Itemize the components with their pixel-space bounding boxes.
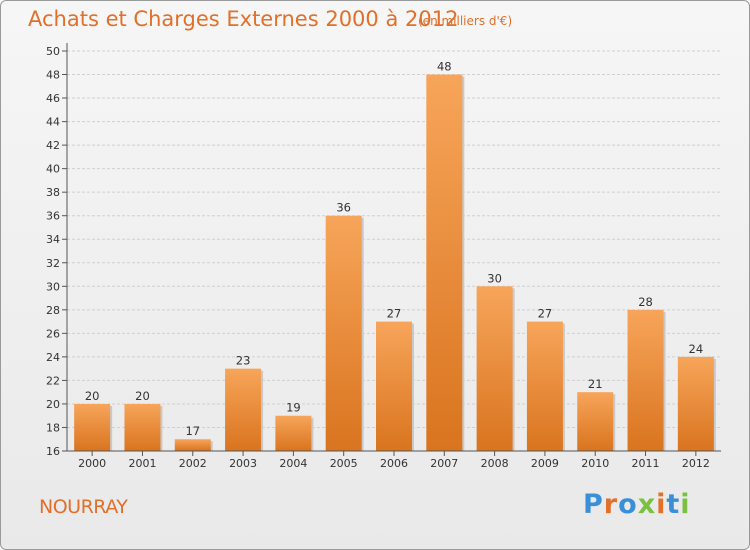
chart-title: Achats et Charges Externes 2000 à 2012	[28, 7, 459, 31]
bar-2010	[577, 392, 614, 451]
x-axis: 2000 2001 2002 2003 2004 2005 2006 2007 2008 2009…	[67, 450, 721, 470]
y-tick-label: 34	[46, 233, 60, 246]
proxiti-logo[interactable]: Proxiti	[583, 489, 691, 520]
x-tick-label: 2000	[78, 457, 106, 470]
bar-2012	[677, 356, 714, 451]
bar-2007	[426, 74, 463, 451]
x-tick-label: 2009	[531, 457, 559, 470]
bar-2003	[225, 368, 262, 451]
x-tick-label: 2005	[330, 457, 358, 470]
y-tick-label: 24	[46, 351, 60, 364]
bar-value-label: 17	[185, 424, 200, 438]
bar-value-label: 23	[236, 354, 251, 368]
bar-value-label: 20	[135, 389, 150, 403]
logo-letter: P	[583, 489, 604, 520]
bar-value-label: 30	[487, 271, 502, 285]
y-tick-label: 38	[46, 186, 60, 199]
x-tick-label: 2006	[380, 457, 408, 470]
y-tick-label: 40	[46, 163, 60, 176]
logo-letter: x	[637, 489, 657, 520]
y-tick-label: 28	[46, 304, 60, 317]
bar-value-label: 19	[286, 401, 301, 415]
y-axis: 16 18 20 22 24 26 28 30 32 34 36 38 40 42 44 46 48 50	[46, 43, 68, 458]
x-tick-label: 2002	[179, 457, 207, 470]
bar-2002	[174, 439, 211, 451]
y-tick-label: 22	[46, 374, 60, 387]
bar-2004	[275, 415, 312, 451]
bar-value-label: 36	[336, 201, 351, 215]
y-tick-label: 46	[46, 92, 60, 105]
x-tick-label: 2004	[279, 457, 307, 470]
y-tick-label: 48	[46, 69, 60, 82]
chart-subtitle: (en milliers d'€)	[418, 14, 513, 28]
y-tick-label: 44	[46, 116, 60, 129]
y-tick-label: 32	[46, 257, 60, 270]
bar-2011	[627, 309, 664, 451]
logo-letter: o	[618, 489, 638, 520]
bar-value-label: 21	[588, 377, 603, 391]
bar-value-label: 28	[638, 295, 653, 309]
bar-value-label: 24	[689, 342, 704, 356]
bar-value-label: 27	[387, 307, 402, 321]
x-tick-label: 2003	[229, 457, 257, 470]
bar-2006	[376, 321, 412, 451]
bar-value-label: 20	[85, 389, 100, 403]
x-tick-label: 2012	[682, 457, 710, 470]
bar-value-label: 27	[538, 307, 553, 321]
logo-letter: r	[603, 489, 619, 520]
logo-letter: t	[666, 489, 681, 520]
bar-value-label: 48	[437, 60, 452, 74]
logo-letter: i	[656, 489, 667, 520]
bars: 20 20 17 23 19 36 27 48 30 27 21 28 24	[74, 60, 716, 451]
bar-2001	[124, 403, 161, 451]
x-tick-label: 2008	[481, 457, 509, 470]
commune-name: NOURRAY	[39, 496, 128, 518]
x-tick-label: 2007	[430, 457, 458, 470]
y-tick-label: 50	[46, 45, 60, 58]
x-tick-label: 2011	[632, 457, 660, 470]
y-tick-label: 20	[46, 398, 60, 411]
bar-2009	[526, 321, 563, 451]
bar-2000	[74, 403, 111, 451]
y-tick-label: 30	[46, 280, 60, 293]
bar-2008	[476, 286, 513, 451]
y-tick-label: 36	[46, 210, 60, 223]
x-tick-label: 2001	[128, 457, 156, 470]
x-tick-label: 2010	[581, 457, 609, 470]
y-tick-label: 16	[46, 445, 60, 458]
y-tick-label: 42	[46, 139, 60, 152]
y-tick-label: 26	[46, 327, 60, 340]
logo-letter: i	[680, 489, 691, 520]
bar-2005	[325, 215, 362, 451]
y-tick-label: 18	[46, 421, 60, 434]
